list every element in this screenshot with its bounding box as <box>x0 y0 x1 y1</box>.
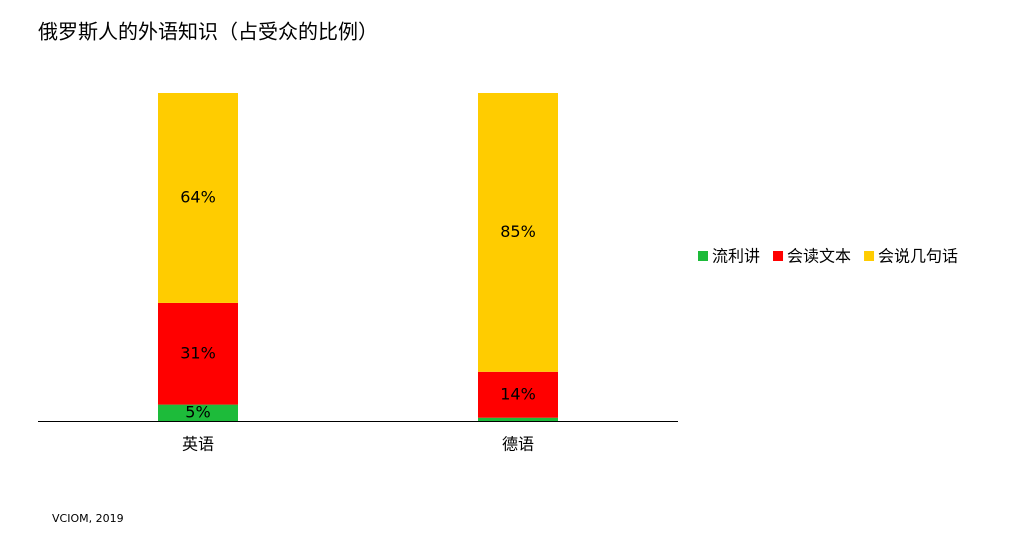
bar-segment <box>158 93 238 303</box>
legend-swatch <box>773 251 784 261</box>
legend-label: 流利讲 <box>712 247 760 266</box>
data-label: 64% <box>180 187 216 206</box>
bar-segment <box>158 302 238 405</box>
chart-title: 俄罗斯人的外语知识（占受众的比例） <box>38 20 378 44</box>
x-tick-label: 英语 <box>182 435 214 454</box>
bar-segment <box>478 371 558 418</box>
data-label: 31% <box>180 343 216 362</box>
bar-segment <box>478 417 558 421</box>
legend: 流利讲 会读文本 会说几句话 <box>698 247 958 266</box>
legend-swatch <box>864 251 875 261</box>
bar-segment <box>478 93 558 372</box>
source: VCIOM, 2019 <box>52 512 124 525</box>
data-label: 5% <box>185 402 210 421</box>
x-tick-label: 德语 <box>502 435 534 454</box>
legend-swatch <box>698 251 708 261</box>
bar-segment <box>158 404 238 421</box>
data-label: 85% <box>500 222 536 241</box>
legend-label: 会说几句话 <box>878 247 958 266</box>
legend-label: 会读文本 <box>787 247 851 266</box>
data-label: 14% <box>500 384 536 403</box>
